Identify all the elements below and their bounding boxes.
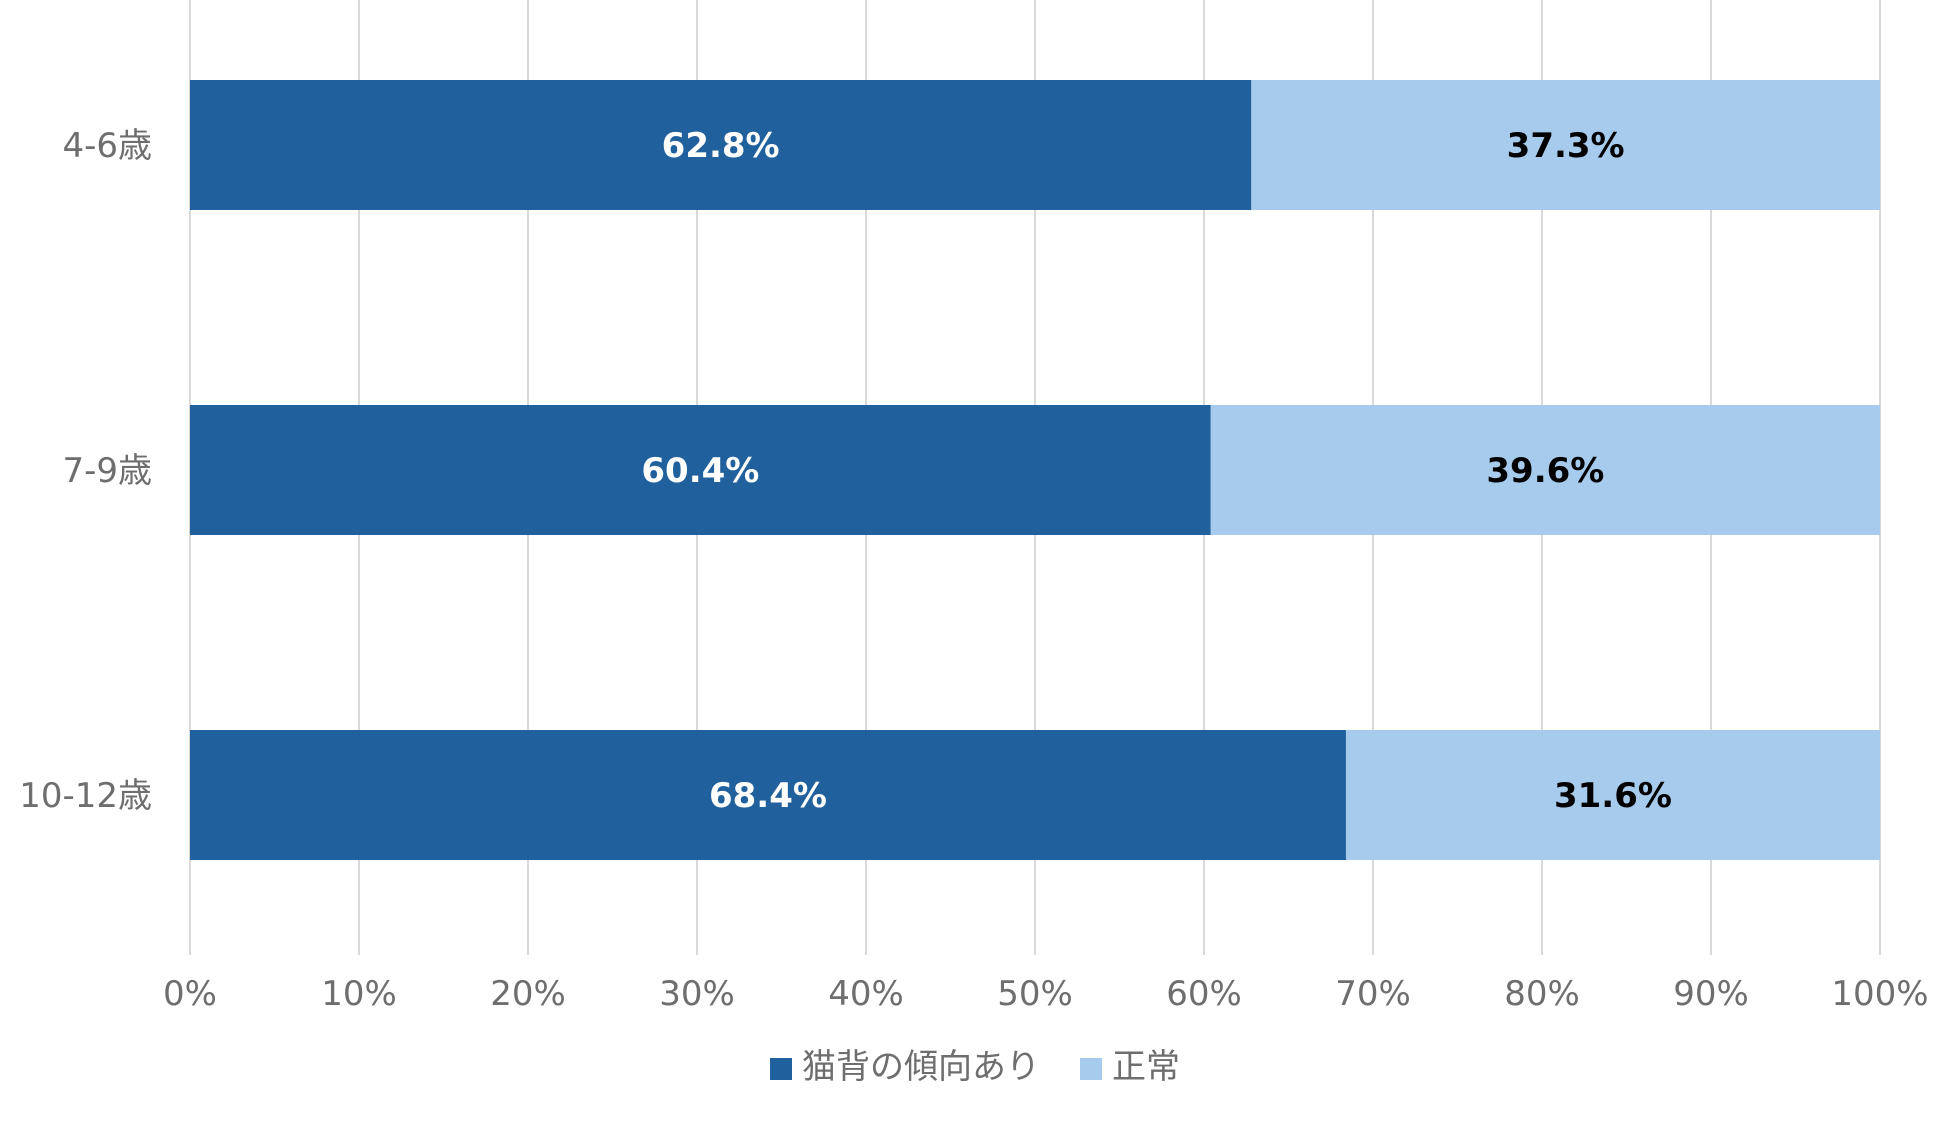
axes: 0% 10% 20% 30% 40% 50% 60% 70% 80% 90% 100% 4-6歳 7-9… — [19, 126, 1928, 1014]
data-labels: 62.8% 37.3% 60.4% 39.6% 68.4% 31.6% — [641, 126, 1672, 816]
x-tick-label: 90% — [1673, 974, 1749, 1014]
legend-swatch — [770, 1058, 792, 1080]
bar-segment — [1210, 405, 1880, 535]
bars — [190, 80, 1880, 860]
bar-segment — [190, 730, 1346, 860]
bar-segment — [190, 80, 1252, 210]
bar-segment — [190, 405, 1211, 535]
legend-label: 猫背の傾向あり — [802, 1047, 1040, 1087]
x-tick-label: 80% — [1504, 974, 1580, 1014]
data-label: 31.6% — [1554, 776, 1672, 816]
y-category-label: 7-9歳 — [62, 451, 152, 491]
legend-label: 正常 — [1112, 1047, 1180, 1087]
data-label: 39.6% — [1486, 451, 1604, 491]
legend: 猫背の傾向あり 正常 — [770, 1047, 1180, 1087]
bar-segment — [1251, 80, 1880, 210]
x-tick-label: 30% — [659, 974, 735, 1014]
x-tick-label: 50% — [997, 974, 1073, 1014]
bar-segment — [1345, 730, 1880, 860]
x-tick-label: 100% — [1831, 974, 1928, 1014]
data-label: 62.8% — [662, 126, 780, 166]
x-tick-label: 10% — [321, 974, 397, 1014]
data-label: 68.4% — [709, 776, 827, 816]
legend-item: 正常 — [1080, 1047, 1180, 1087]
x-tick-label: 60% — [1166, 974, 1242, 1014]
data-label: 37.3% — [1507, 126, 1625, 166]
data-label: 60.4% — [641, 451, 759, 491]
legend-swatch — [1080, 1058, 1102, 1080]
y-category-label: 4-6歳 — [62, 126, 152, 166]
legend-item: 猫背の傾向あり — [770, 1047, 1040, 1087]
x-tick-label: 70% — [1335, 974, 1411, 1014]
x-tick-label: 20% — [490, 974, 566, 1014]
x-tick-label: 0% — [163, 974, 217, 1014]
x-tick-label: 40% — [828, 974, 904, 1014]
y-category-label: 10-12歳 — [19, 776, 152, 816]
